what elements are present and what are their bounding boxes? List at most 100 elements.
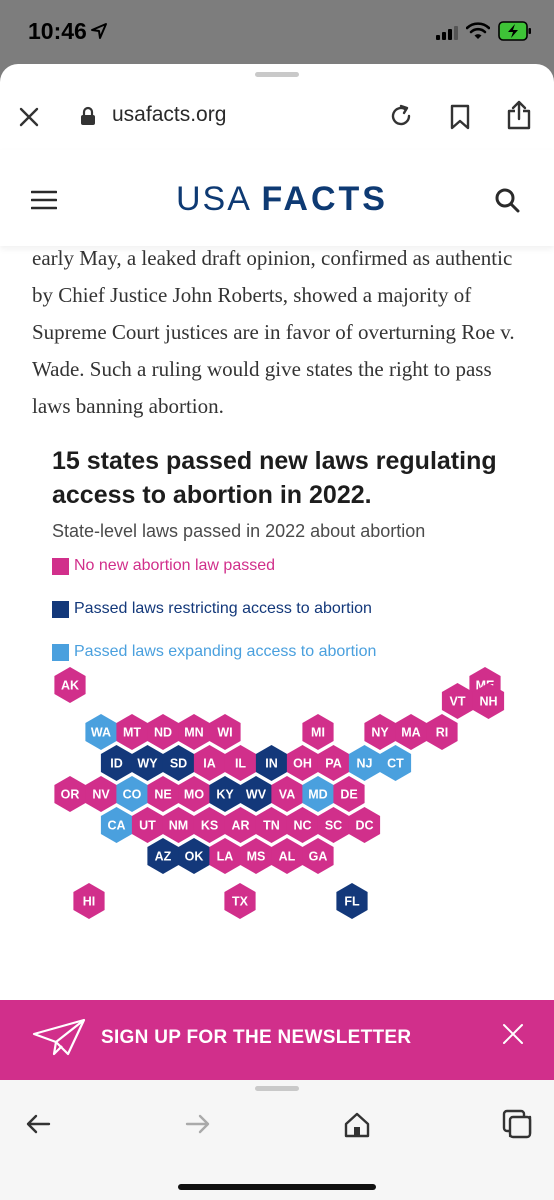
state-hex-de[interactable]: DE [333,776,365,812]
state-hex-label: CA [107,819,125,833]
state-hex-label: NE [154,788,171,802]
state-hex-shape [472,683,505,719]
state-hex-wi[interactable]: WI [209,714,241,750]
state-hex-shape [209,776,241,812]
menu-icon[interactable] [31,190,57,210]
state-hex-ct[interactable]: CT [379,745,412,781]
state-hex-shape [209,714,241,750]
toolbar-grabber[interactable] [255,1086,299,1091]
state-hex-shape [73,883,105,919]
state-hex-label: KS [201,819,218,833]
state-hex-ri[interactable]: RI [426,714,458,750]
state-hex-label: GA [309,850,328,864]
state-hex-ne[interactable]: NE [147,776,179,812]
share-icon[interactable] [506,100,532,130]
sheet-grabber[interactable] [255,72,299,77]
state-hex-shape [54,667,86,703]
state-hex-hi[interactable]: HI [73,883,105,919]
legend-swatch [52,558,69,575]
state-hex-mn[interactable]: MN [178,714,210,750]
url-text[interactable]: usafacts.org [112,103,227,126]
state-hex-nj[interactable]: NJ [348,745,381,781]
tabs-icon[interactable] [502,1109,532,1139]
state-hex-shape [178,714,210,750]
state-hex-in[interactable]: IN [255,745,288,781]
state-hex-va[interactable]: VA [271,776,303,812]
home-icon[interactable] [343,1111,371,1139]
state-hex-pa[interactable]: PA [317,745,350,781]
state-hex-shape [100,807,133,843]
state-hex-oh[interactable]: OH [286,745,319,781]
newsletter-banner[interactable]: SIGN UP FOR THE NEWSLETTER [0,1000,554,1080]
state-hex-ok[interactable]: OK [178,838,210,874]
state-hex-shape [348,745,381,781]
state-hex-vt[interactable]: VT [441,683,474,719]
status-bar: 10:46 [0,0,554,64]
paper-plane-icon [32,1018,86,1056]
state-hex-label: MA [401,726,420,740]
state-hex-map: AKMEVTNHWAMTNDMNWIMINYMARIIDWYSDIAILINOH… [54,667,505,919]
state-hex-or[interactable]: OR [54,776,86,812]
state-hex-label: TN [263,819,280,833]
close-icon[interactable] [18,106,40,128]
state-hex-label: RI [436,726,449,740]
close-icon[interactable] [502,1023,524,1045]
state-hex-ny[interactable]: NY [364,714,396,750]
state-hex-ga[interactable]: GA [302,838,334,874]
state-hex-il[interactable]: IL [224,745,257,781]
state-hex-nd[interactable]: ND [147,714,179,750]
state-hex-label: AZ [155,850,172,864]
state-hex-label: LA [217,850,234,864]
state-hex-md[interactable]: MD [302,776,334,812]
state-hex-ut[interactable]: UT [131,807,164,843]
state-hex-sc[interactable]: SC [317,807,350,843]
state-hex-co[interactable]: CO [116,776,148,812]
state-hex-nm[interactable]: NM [162,807,195,843]
state-hex-shape [286,745,319,781]
state-hex-tx[interactable]: TX [224,883,256,919]
state-hex-shape [336,883,368,919]
state-hex-ca[interactable]: CA [100,807,133,843]
state-hex-az[interactable]: AZ [147,838,179,874]
state-hex-ak[interactable]: AK [54,667,86,703]
state-hex-wv[interactable]: WV [240,776,272,812]
state-hex-shape [333,776,365,812]
state-hex-dc[interactable]: DC [348,807,381,843]
state-hex-shape [395,714,427,750]
state-hex-ia[interactable]: IA [193,745,226,781]
state-hex-ks[interactable]: KS [193,807,226,843]
state-hex-shape [85,776,117,812]
state-hex-ar[interactable]: AR [224,807,257,843]
state-hex-nc[interactable]: NC [286,807,319,843]
state-hex-la[interactable]: LA [209,838,241,874]
back-arrow-icon[interactable] [25,1113,51,1135]
state-hex-id[interactable]: ID [100,745,133,781]
state-hex-label: WI [217,726,232,740]
state-hex-nh[interactable]: NH [472,683,505,719]
state-hex-mo[interactable]: MO [178,776,210,812]
legend-label: No new abortion law passed [74,557,276,574]
reload-icon[interactable] [388,103,414,129]
newsletter-signup-label[interactable]: SIGN UP FOR THE NEWSLETTER [101,1027,412,1048]
search-icon[interactable] [494,187,520,213]
state-hex-ky[interactable]: KY [209,776,241,812]
state-hex-label: MS [247,850,266,864]
forward-arrow-icon[interactable] [185,1113,211,1135]
legend-swatch [52,644,69,661]
state-hex-ma[interactable]: MA [395,714,427,750]
state-hex-al[interactable]: AL [271,838,303,874]
site-logo[interactable]: USA FACTS [176,180,388,219]
state-hex-label: TX [232,895,249,909]
state-hex-mi[interactable]: MI [302,714,334,750]
state-hex-sd[interactable]: SD [162,745,195,781]
state-hex-ms[interactable]: MS [240,838,272,874]
state-hex-label: NC [293,819,311,833]
state-hex-mt[interactable]: MT [116,714,148,750]
state-hex-fl[interactable]: FL [336,883,368,919]
bookmark-icon[interactable] [449,104,471,130]
state-hex-nv[interactable]: NV [85,776,117,812]
browser-toolbar [0,1080,554,1200]
state-hex-tn[interactable]: TN [255,807,288,843]
state-hex-wa[interactable]: WA [85,714,117,750]
state-hex-wy[interactable]: WY [131,745,164,781]
